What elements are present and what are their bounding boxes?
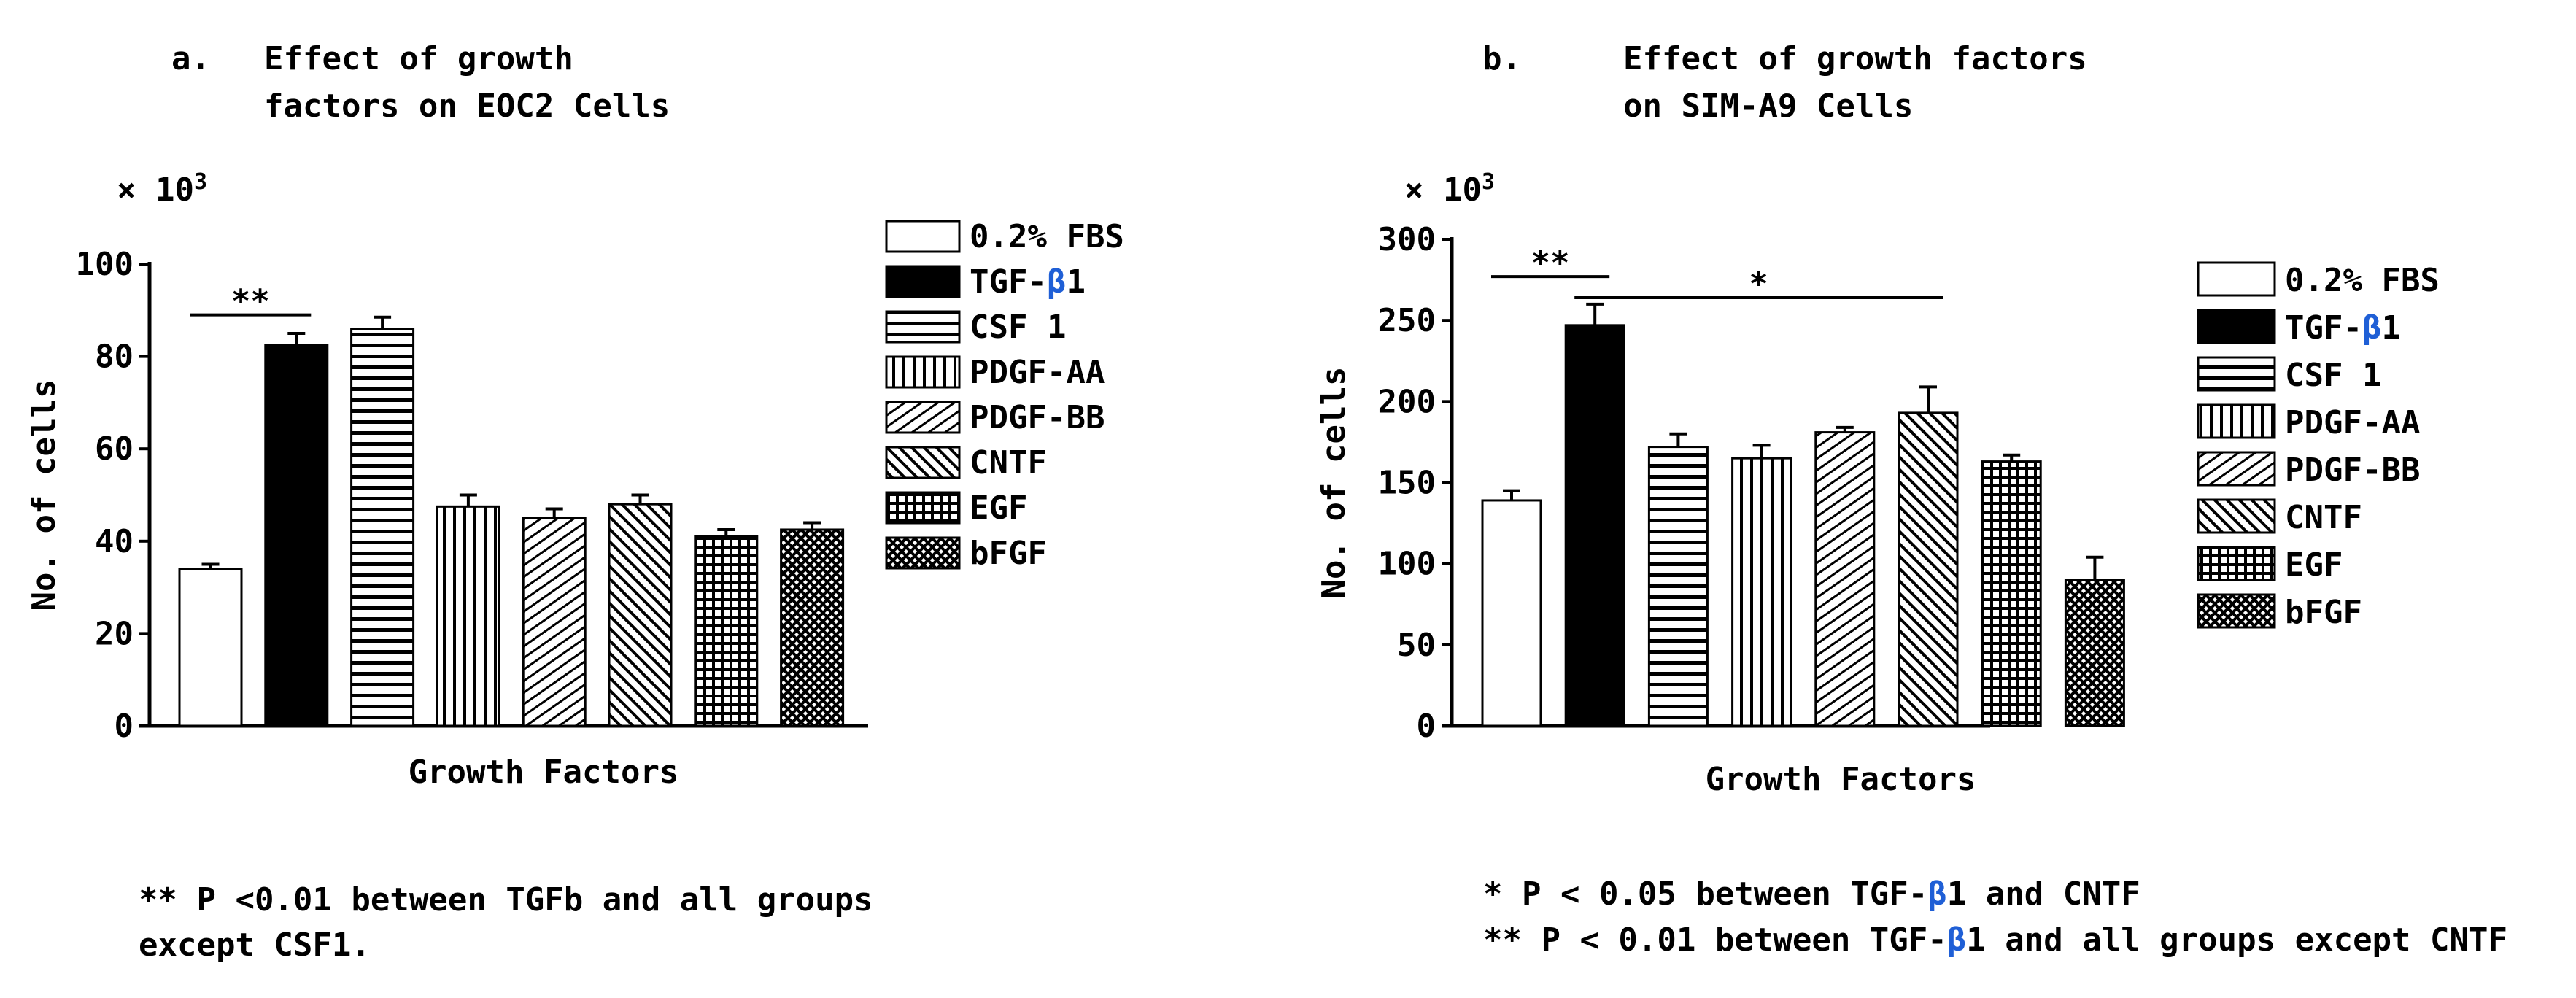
panel-b-y-tick-label: 200 [1378,383,1436,420]
panel-a-title-line-1: Effect of growth [264,40,573,77]
panel-b-y-axis-label: No. of cells [1315,367,1353,599]
panel-b-y-tick-label: 50 [1397,627,1436,664]
panel-b-y-tick-label: 150 [1378,465,1436,502]
panel-a-bar-7 [780,528,845,727]
panel-b-legend-swatch-6 [2197,546,2276,581]
panel-b-bar-7 [2064,579,2125,727]
panel-a-legend-swatch-6 [885,491,961,525]
panel-a-bar-1 [264,344,329,727]
panel-b-bar-6 [1981,460,2042,727]
panel-a-bar-2 [350,328,415,727]
panel-a-y-tick-label: 20 [95,615,134,652]
panel-b-bar-0 [1481,499,1542,727]
panel-a-legend-label-4: PDGF-BB [970,399,1105,436]
panel-a-legend-swatch-1 [885,265,961,298]
panel-b-legend-swatch-5 [2197,498,2276,534]
panel-b-legend-label-2: CSF 1 [2285,357,2381,394]
panel-a-legend-swatch-4 [885,401,961,434]
panel-a-multiplier: × 103 [117,169,207,209]
panel-a-legend-label-5: CNTF [970,444,1047,481]
panel-a-bar-0 [178,568,243,727]
panel-a-y-tick-label: 80 [95,339,134,376]
panel-a-legend-label-3: PDGF-AA [970,354,1105,391]
panel-a-y-tick-label: 60 [95,430,134,468]
panel-a-legend-swatch-0 [885,220,961,253]
panel-b-legend-label-5: CNTF [2285,499,2362,536]
panel-b-bar-5 [1898,411,1959,727]
panel-b-legend-label-4: PDGF-BB [2285,452,2420,489]
panel-a-legend-label-1: TGF-β1 [970,263,1086,301]
panel-a-legend-label-0: 0.2% FBS [970,218,1124,255]
panel-a-y-axis-label: No. of cells [26,379,63,611]
panel-b-legend-swatch-0 [2197,261,2276,297]
panel-b-title-line-2: on SIM-A9 Cells [1623,88,1913,125]
panel-a-bar-6 [694,535,759,727]
panel-b-legend-label-6: EGF [2285,546,2343,584]
panel-b-legend-label-3: PDGF-AA [2285,404,2420,441]
panel-a-y-tick-label: 0 [115,708,134,745]
panel-b-footnote-line-1: * P < 0.05 between TGF-β1 and CNTF [1483,875,2140,913]
panel-b-legend-label-1: TGF-β1 [2285,309,2401,347]
panel-b-significance-label-0: ** [1531,244,1570,282]
panel-a-letter: a. [171,40,210,77]
panel-a-footnote-line-1: ** P <0.01 between TGFb and all groups [139,881,873,918]
panel-a-y-tick-label: 100 [76,246,134,283]
panel-a-legend-label-2: CSF 1 [970,309,1066,346]
panel-b-legend-swatch-2 [2197,356,2276,392]
panel-b-y-tick-label: 100 [1378,546,1436,583]
panel-b-bar-3 [1731,457,1792,727]
panel-b-legend-label-7: bFGF [2285,594,2362,631]
panel-b-x-axis-label: Growth Factors [1706,761,1976,798]
panel-a-bar-5 [608,503,673,727]
panel-b-letter: b. [1482,40,1521,77]
panel-b-multiplier: × 103 [1404,169,1495,209]
panel-b-significance-label-1: * [1749,266,1768,303]
panel-a-legend-swatch-5 [885,446,961,479]
panel-a-legend-label-7: bFGF [970,535,1047,572]
panel-a-legend-swatch-2 [885,310,961,344]
panel-b-title-line-1: Effect of growth factors [1623,40,2087,77]
panel-a-x-axis-label: Growth Factors [409,754,679,791]
panel-b-chart: b. Effect of growth factors on SIM-A9 Cell… [1315,40,2507,959]
panel-a-significance-label-0: ** [231,283,270,320]
panel-a-legend-swatch-3 [885,355,961,389]
panel-b-bar-2 [1647,446,1709,727]
panel-b-footnote-line-2: ** P < 0.01 between TGF-β1 and all group… [1483,921,2507,959]
panel-b-bar-1 [1564,324,1625,727]
panel-a-chart: a. Effect of growth factors on EOC2 Cells ×… [26,40,1124,964]
panel-a-legend-label-6: EGF [970,490,1027,527]
panel-a-legend-swatch-7 [885,536,961,570]
panel-a-y-tick-label: 40 [95,523,134,560]
panel-b-y-tick-label: 0 [1417,708,1436,745]
panel-a-bar-4 [522,517,587,727]
panel-b-legend-swatch-4 [2197,451,2276,487]
panel-a-footnote-line-2: except CSF1. [139,927,371,964]
panel-b-legend-label-0: 0.2% FBS [2285,262,2440,299]
panel-b-y-tick-label: 250 [1378,302,1436,339]
panel-b-legend-swatch-1 [2197,309,2276,344]
panel-b-bar-4 [1814,431,1876,727]
panel-b-legend-swatch-7 [2197,593,2276,629]
panel-a-title-line-2: factors on EOC2 Cells [264,88,670,125]
panel-b-y-tick-label: 300 [1378,221,1436,258]
panel-a-bar-3 [436,505,500,727]
panel-b-legend-swatch-3 [2197,403,2276,439]
